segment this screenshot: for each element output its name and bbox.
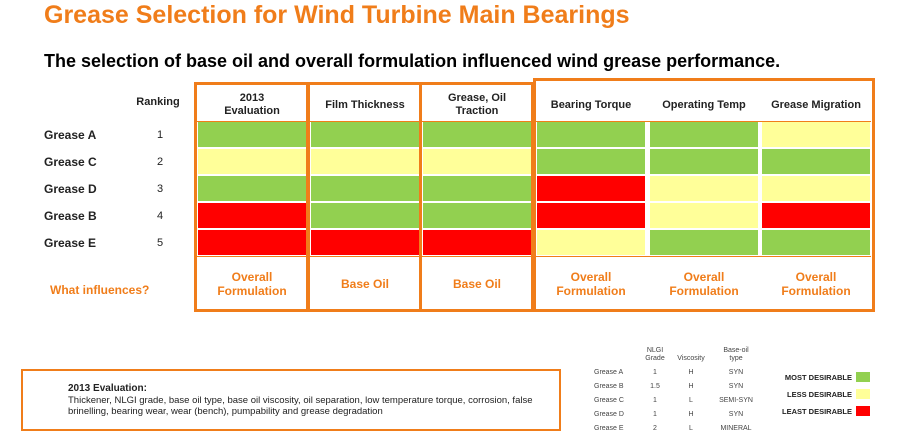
rating-cell [536, 148, 646, 175]
row-rank: 5 [156, 237, 164, 249]
row-rank: 3 [156, 183, 164, 195]
rating-cell [310, 202, 420, 229]
column-header: Bearing Torque [550, 98, 632, 111]
spec-column-header: Viscosity [677, 355, 705, 362]
ranking-header: Ranking [136, 96, 180, 108]
rating-cell [536, 121, 646, 148]
spec-base-oil: SYN [728, 383, 744, 390]
rating-cell [761, 148, 871, 175]
column-header: Film Thickness [325, 98, 405, 111]
row-label: Grease A [44, 128, 97, 142]
spec-nlgi: 1 [653, 411, 657, 418]
spec-nlgi: 1.5 [650, 383, 660, 390]
rating-cell [649, 148, 759, 175]
evaluation-box: 2013 Evaluation: Thickener, NLGI grade, … [21, 369, 561, 431]
column-header: Grease Migration [771, 98, 861, 111]
influence-text: Overall Formulation [556, 270, 626, 298]
spec-row-label: Grease E [594, 425, 624, 432]
rating-cell [761, 202, 871, 229]
column-header: 2013 Evaluation [224, 92, 280, 117]
influence-label: What influences? [50, 283, 150, 297]
influence-text: Base Oil [340, 277, 390, 291]
rating-cell [536, 175, 646, 202]
row-rank: 1 [156, 129, 164, 141]
row-label: Grease E [44, 236, 97, 250]
influence-text: Overall Formulation [781, 270, 851, 298]
legend-label: LEAST DESIRABLE [781, 407, 852, 416]
divider-line [535, 256, 871, 257]
row-label: Grease C [44, 155, 97, 169]
evaluation-text: Thickener, NLGI grade, base oil type, ba… [68, 395, 533, 417]
spec-nlgi: 1 [653, 397, 657, 404]
rating-cell [649, 175, 759, 202]
spec-column-header: NLGI Grade [645, 347, 665, 362]
spec-column-header: Base-oil type [723, 347, 749, 362]
rating-cell [422, 202, 532, 229]
page-subtitle: The selection of base oil and overall fo… [44, 51, 781, 71]
row-label: Grease B [44, 209, 97, 223]
rating-cell [422, 148, 532, 175]
rating-cell [536, 229, 646, 256]
rating-cell [761, 229, 871, 256]
group-outline [533, 78, 875, 312]
legend-swatch [856, 389, 870, 399]
rating-cell [197, 202, 307, 229]
influence-text: Overall Formulation [669, 270, 739, 298]
rating-cell [310, 175, 420, 202]
spec-base-oil: SEMI-SYN [719, 397, 753, 404]
influence-text: Overall Formulation [217, 270, 287, 298]
column-header: Operating Temp [662, 98, 746, 111]
spec-viscosity: H [688, 383, 694, 390]
row-label: Grease D [44, 182, 97, 196]
row-rank: 2 [156, 156, 164, 168]
legend-label: MOST DESIRABLE [784, 373, 852, 382]
group-outline [194, 82, 309, 312]
spec-viscosity: H [688, 369, 694, 376]
rating-cell [197, 148, 307, 175]
spec-base-oil: SYN [728, 369, 744, 376]
spec-base-oil: MINERAL [720, 425, 752, 432]
evaluation-title: 2013 Evaluation: [68, 383, 147, 394]
legend-label: LESS DESIRABLE [786, 390, 852, 399]
rating-cell [649, 202, 759, 229]
divider-line [196, 256, 533, 257]
spec-viscosity: L [689, 397, 693, 404]
spec-viscosity: H [688, 411, 694, 418]
row-rank: 4 [156, 210, 164, 222]
spec-base-oil: SYN [728, 411, 744, 418]
spec-nlgi: 1 [653, 369, 657, 376]
divider-line [196, 121, 533, 122]
legend-swatch [856, 372, 870, 382]
column-header: Grease, Oil Traction [447, 92, 507, 117]
rating-cell [310, 121, 420, 148]
group-outline [307, 82, 422, 312]
influence-text: Base Oil [452, 277, 502, 291]
rating-cell [649, 229, 759, 256]
group-outline [419, 82, 534, 312]
rating-cell [197, 175, 307, 202]
rating-cell [310, 148, 420, 175]
spec-nlgi: 2 [653, 425, 657, 432]
rating-cell [761, 121, 871, 148]
legend-swatch [856, 406, 870, 416]
page-title: Grease Selection for Wind Turbine Main B… [44, 1, 630, 29]
rating-cell [761, 175, 871, 202]
spec-row-label: Grease C [594, 397, 624, 404]
rating-cell [536, 202, 646, 229]
spec-row-label: Grease B [594, 383, 624, 390]
spec-row-label: Grease A [594, 369, 624, 376]
rating-cell [310, 229, 420, 256]
spec-viscosity: L [689, 425, 693, 432]
divider-line [535, 121, 871, 122]
spec-row-label: Grease D [594, 411, 624, 418]
